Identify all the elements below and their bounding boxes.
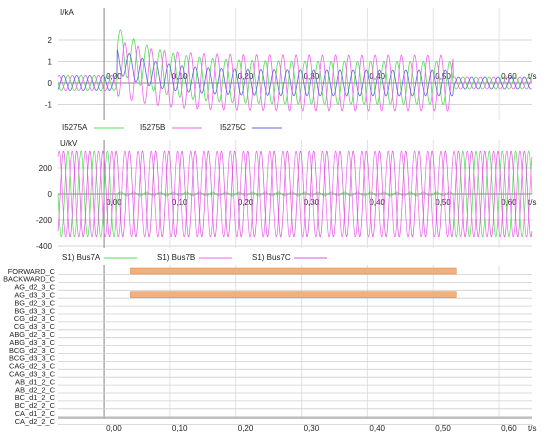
signal-label: BCG_d2_3_C	[9, 346, 56, 355]
series-line-S1Bus7C	[57, 150, 533, 238]
signal-label: BG_d2_3_C	[14, 298, 55, 307]
signal-label: CAG_d3_3_C	[9, 370, 56, 379]
legend-label: S1) Bus7C	[252, 253, 291, 262]
x-tick-label: 0,10	[172, 424, 188, 433]
legend-label: I5275A	[62, 123, 88, 132]
series-line-I5275A	[57, 29, 532, 106]
x-tick-label: 0,50	[435, 424, 451, 433]
x-tick-label: 0,00	[106, 424, 122, 433]
signal-label: CA_d1_2_C	[15, 409, 56, 418]
signal-label: BC_d2_2_C	[15, 401, 56, 410]
series-line-I5275B	[57, 42, 532, 112]
signal-label: BCG_d3_3_C	[9, 354, 56, 363]
signal-label: AB_d1_2_C	[15, 377, 56, 386]
legend-label: S1) Bus7A	[62, 253, 101, 262]
y-tick-label: -200	[36, 216, 53, 225]
current-panel: 210-1I/kAt/s0,00 0,10 0,20 0,30 0,40 0,50 0,60…	[45, 8, 536, 132]
binary-signals-panel: FORWARD_CBACKWARD_CAG_d2_3_CAG_d3_3_CBG_…	[3, 265, 536, 433]
x-tick-label: 0,40	[369, 424, 385, 433]
series-line-I5275C	[57, 49, 532, 97]
legend-label: I5275B	[140, 123, 165, 132]
voltage-panel: 200 0 -200 -400 U/kV t/s 0,00 0,10 0,20 0,30 0,40 0…	[36, 139, 536, 262]
y-axis-label: U/kV	[60, 139, 78, 148]
x-axis-label: t/s	[528, 72, 536, 81]
x-tick-label: 0,40	[369, 198, 385, 207]
y-tick-label: 0	[48, 190, 53, 199]
x-tick-label: 0,20	[238, 198, 254, 207]
signal-active-bar	[130, 291, 457, 298]
y-tick-label: 0	[48, 79, 53, 88]
x-tick-label: 0,30	[304, 198, 320, 207]
signal-label: FORWARD_C	[8, 267, 56, 276]
signal-label: CAG_d2_3_C	[9, 362, 56, 371]
signal-label: BACKWARD_C	[3, 275, 56, 284]
signal-label: BC_d1_2_C	[15, 393, 56, 402]
x-tick-label: 0,60	[501, 424, 517, 433]
signal-label: BG_d3_3_C	[14, 306, 55, 315]
x-tick-label: 0,50	[435, 198, 451, 207]
x-tick-label: 0,20	[238, 424, 254, 433]
x-tick-label: 0,60	[501, 198, 517, 207]
x-tick-label: 0,10	[172, 72, 188, 81]
signal-label: AG_d3_3_C	[14, 291, 55, 300]
signal-label: CG_d2_3_C	[14, 314, 56, 323]
signal-active-bar	[130, 267, 457, 275]
x-tick-label: 0,00	[106, 72, 122, 81]
signal-label: ABG_d3_3_C	[9, 338, 55, 347]
series-line-S1Bus7B	[57, 150, 533, 238]
legend-label: I5275C	[220, 123, 246, 132]
y-tick-label: -1	[45, 101, 53, 110]
x-axis-label: t/s	[528, 198, 536, 207]
x-tick-label: 0,10	[172, 198, 188, 207]
series-line-S1Bus7A	[57, 150, 533, 238]
x-axis-label: t/s	[528, 424, 536, 433]
signal-label: CA_d2_2_C	[15, 417, 56, 426]
y-tick-label: -400	[36, 242, 53, 251]
legend-label: S1) Bus7B	[157, 253, 195, 262]
signal-label: ABG_d2_3_C	[9, 330, 55, 339]
signal-label: AB_d2_2_C	[15, 385, 56, 394]
x-tick-label: 0,30	[304, 424, 320, 433]
x-tick-label: 0,00	[106, 198, 122, 207]
signal-label: AG_d2_3_C	[14, 283, 55, 292]
y-tick-label: 200	[39, 164, 53, 173]
signal-label: CG_d3_3_C	[14, 322, 56, 331]
y-tick-label: 1	[48, 58, 53, 67]
y-tick-label: 2	[48, 36, 53, 45]
x-tick-label: 0,60	[501, 72, 517, 81]
y-axis-label: I/kA	[60, 8, 74, 17]
